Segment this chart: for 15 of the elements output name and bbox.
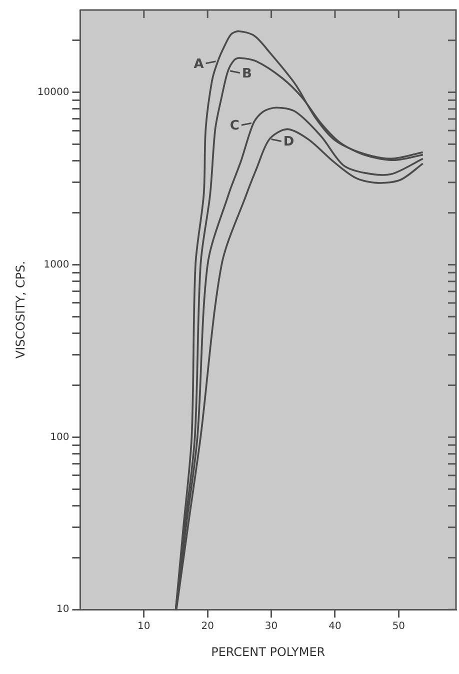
series-label: A (194, 56, 204, 72)
y-tick-label: 10000 (37, 86, 70, 98)
x-tick-label: 20 (201, 621, 214, 632)
y-tick-label: 10 (56, 604, 70, 616)
y-axis-title: VISCOSITY, CPS. (13, 260, 28, 359)
x-axis-title: PERCENT POLYMER (211, 644, 326, 659)
x-tick-label: 40 (328, 621, 342, 632)
series-label: C (230, 118, 240, 134)
y-tick-label: 100 (50, 432, 70, 443)
y-tick-label: 1000 (44, 259, 70, 270)
x-tick-label: 30 (264, 621, 278, 632)
legend-label: B (242, 66, 252, 82)
x-tick-label: 10 (138, 621, 150, 632)
x-tick-label: 50 (392, 621, 406, 632)
legend-label: D (283, 134, 294, 150)
